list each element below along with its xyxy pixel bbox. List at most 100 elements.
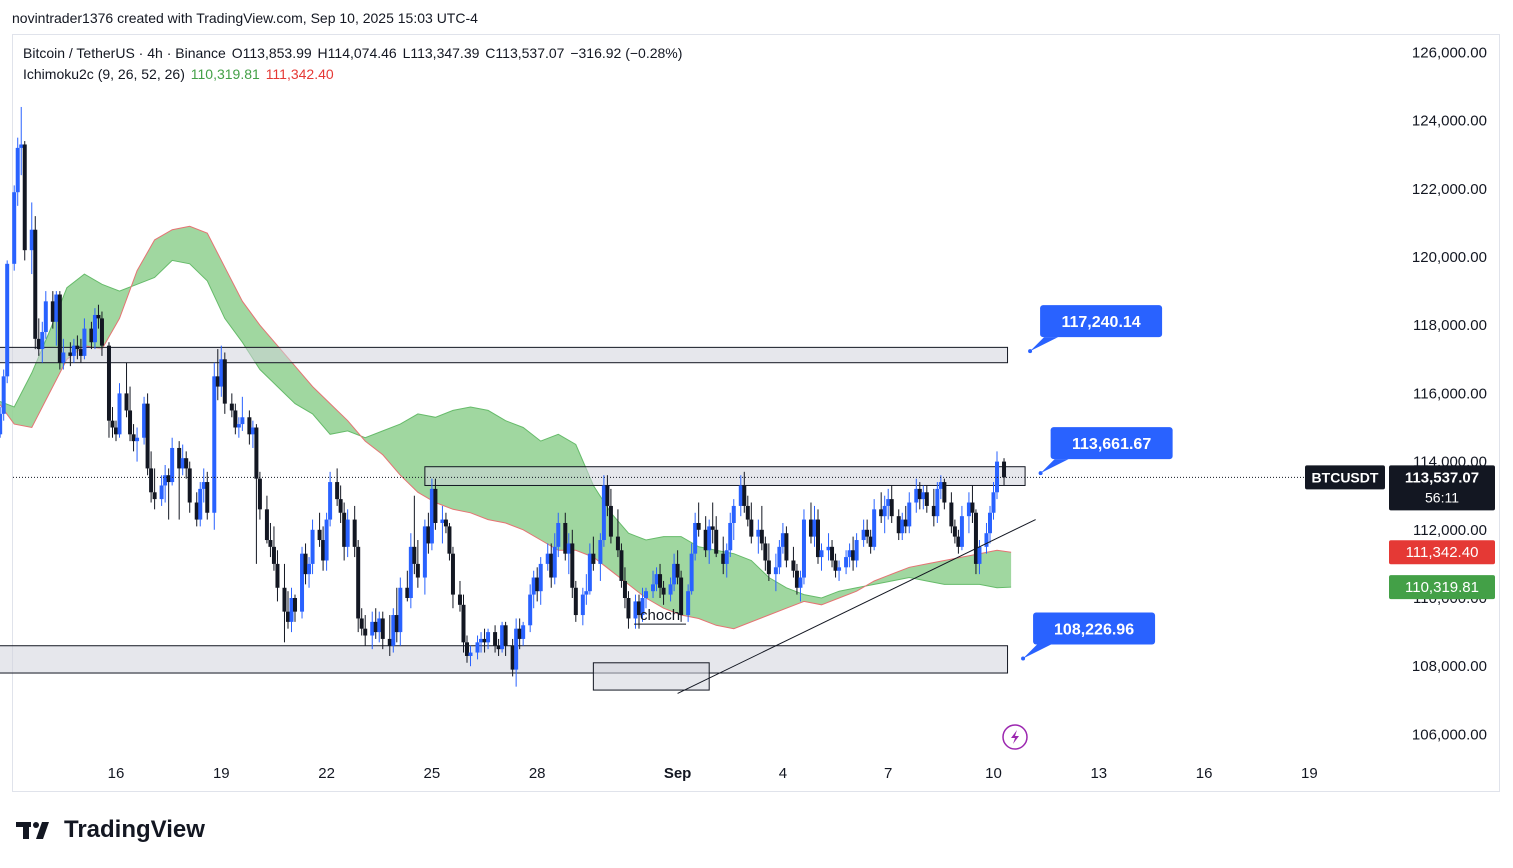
candle [387,638,392,646]
candle [187,468,192,503]
candle [847,550,852,558]
candle [342,512,347,547]
candle [510,645,515,670]
candle [879,509,884,517]
lightning-glyph [1011,730,1019,744]
callout-label: 117,240.14 [1061,314,1140,331]
candle [724,550,729,564]
candle [43,301,48,333]
candle [114,427,118,435]
candle [468,652,473,656]
candle [949,502,954,527]
candle [99,318,104,346]
price-tags-layer: BTCUSDT 113,537.07 56:11 111,342.40 110,319.… [1305,465,1495,600]
candle [819,550,824,558]
x-tick-label: 22 [318,765,335,782]
candle [443,519,448,527]
zone-box [592,662,710,691]
zone-layer [0,346,1026,691]
candle [952,526,957,537]
candle [686,591,691,616]
candle [738,485,743,506]
candle [598,540,603,564]
candle [914,488,919,503]
candle [180,458,185,469]
candle [573,587,578,616]
candle [426,526,431,544]
candle [475,642,480,653]
candle [570,543,575,588]
candle [745,505,750,520]
candle [917,488,922,500]
candle [798,577,803,588]
indicator-legend: Ichimoku2c (9, 26, 52, 26) 110,319.81 11… [23,66,336,82]
symbol-legend: Bitcoin / TetherUS · 4h · Binance O113,8… [23,45,684,61]
candle [528,594,533,626]
ohlc-close: C113,537.07 [485,45,565,61]
candle [50,301,55,322]
candle [865,529,870,537]
y-tick-label: 120,000.00 [1412,249,1487,266]
indicator-tag-label: 111,342.40 [1406,544,1479,561]
trendline [677,519,1036,694]
callout-anchor [1021,656,1026,661]
tradingview-brand[interactable]: TradingView [16,816,205,844]
candle [5,263,10,377]
candle [844,557,849,568]
candle [166,475,171,483]
candle [184,458,189,469]
candle [247,417,252,435]
ichimoku-cloud-layer [0,225,1012,630]
candle [268,540,273,547]
candle [124,393,129,411]
candle [96,314,101,319]
candle [36,338,41,350]
candle [82,328,87,356]
candle [405,587,410,598]
candle [942,482,947,503]
candle [135,437,140,442]
candle [300,553,305,612]
candle [921,492,926,500]
candle [654,574,659,585]
candle [531,577,536,595]
callout-pointer [1030,337,1059,352]
candle [219,359,224,387]
candle [710,526,715,530]
candle [626,598,631,619]
candle [587,553,592,592]
candle [658,574,663,588]
symbol-name[interactable]: Bitcoin / TetherUS · 4h · Binance [23,45,226,61]
candle [812,519,817,537]
candle [324,519,329,561]
candle [131,434,136,442]
candle [447,526,452,554]
candle [215,376,220,387]
candle [15,147,20,193]
candle [110,420,115,428]
candle [152,492,157,500]
candle [584,591,589,595]
candle [54,294,59,322]
candle [117,393,122,435]
candle [271,546,276,564]
candle [924,492,929,506]
candle [672,563,677,585]
candle [668,584,673,595]
candle [679,577,684,616]
candle [956,536,961,547]
candle [763,543,768,561]
candle [163,475,168,486]
candle [412,546,417,564]
candle [275,563,280,588]
tradingview-logo-icon [16,822,49,839]
candle [675,563,680,578]
candle [538,563,543,592]
candle [78,349,83,356]
candle [222,359,227,404]
callout-box [1033,612,1156,645]
indicator-name[interactable]: Ichimoku2c (9, 26, 52, 26) [23,66,185,82]
candle [580,594,585,616]
x-tick-label: Sep [664,765,692,782]
